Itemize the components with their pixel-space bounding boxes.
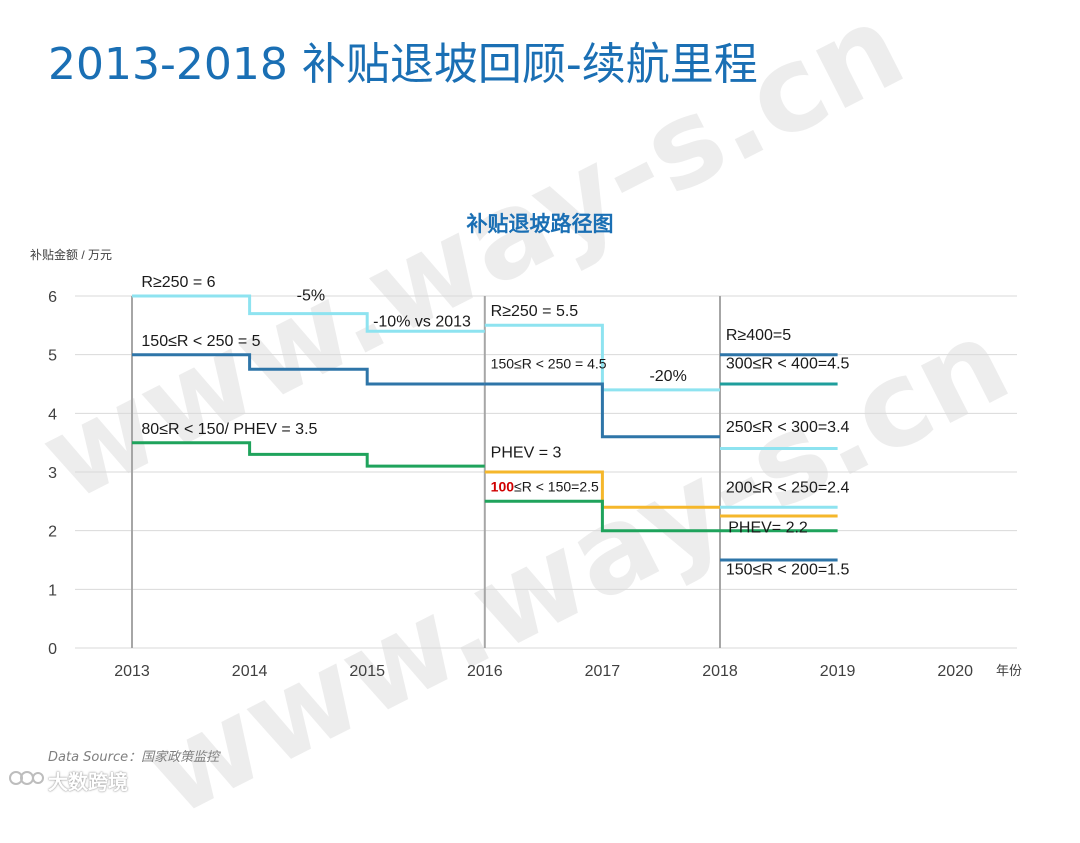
data-annotation: PHEV= 2.2	[728, 519, 808, 536]
data-annotation: -5%	[297, 288, 325, 305]
data-annotation: R≥400=5	[726, 327, 791, 344]
chart-title: 补贴退坡路径图	[466, 212, 614, 236]
data-annotation: R≥250 = 5.5	[491, 303, 579, 320]
data-annotation: R≥250 = 6	[141, 274, 215, 291]
x-tick-label: 2015	[349, 663, 385, 680]
logo: 大数跨境	[6, 766, 128, 794]
data-annotation: -20%	[649, 368, 686, 385]
x-tick-label: 2017	[585, 663, 621, 680]
x-tick-label: 2019	[820, 663, 856, 680]
data-source: Data Source：国家政策监控	[48, 750, 220, 765]
series-line	[132, 441, 485, 468]
data-annotation: 150≤R < 200=1.5	[726, 562, 850, 579]
y-tick-label: 6	[48, 289, 57, 306]
subsidy-chart: 0 1 2 3 4 5 6 2013 2014 2015 2016 2017 2018 2019 2020 补…	[30, 247, 1022, 680]
y-tick-label: 1	[48, 582, 57, 599]
y-tick-label: 4	[48, 406, 57, 423]
data-annotation: PHEV = 3	[491, 444, 562, 461]
data-annotation: 300≤R < 400=4.5	[726, 356, 850, 373]
data-annotation: 250≤R < 300=3.4	[726, 419, 850, 436]
logo-text: 大数跨境	[48, 769, 128, 794]
series-line	[484, 323, 720, 392]
y-tick-label: 2	[48, 524, 57, 541]
data-annotation: 80≤R < 150/ PHEV = 3.5	[141, 421, 317, 438]
y-tick-label: 0	[48, 641, 57, 658]
series-line	[484, 499, 720, 533]
series-line	[484, 382, 720, 439]
data-annotation: 200≤R < 250=2.4	[726, 480, 850, 497]
y-tick-label: 5	[48, 348, 57, 365]
data-annotation: 100≤R < 150=2.5	[491, 478, 599, 494]
logo-icon	[9, 771, 44, 785]
annotation-rest: ≤R < 150=2.5	[514, 478, 599, 494]
series-line	[132, 294, 485, 333]
data-annotation: 150≤R < 250 = 5	[141, 333, 260, 350]
x-tick-label: 2013	[114, 663, 150, 680]
data-annotation: -10% vs 2013	[373, 314, 471, 331]
x-tick-label: 2020	[937, 663, 973, 680]
x-tick-label: 2016	[467, 663, 503, 680]
page-title: 2013-2018 补贴退坡回顾-续航里程	[48, 39, 758, 90]
series-line	[132, 353, 485, 386]
y-tick-label: 3	[48, 465, 57, 482]
series-line	[484, 470, 720, 509]
x-axis-label: 年份	[996, 663, 1022, 678]
y-axis-label: 补贴金额 / 万元	[30, 247, 112, 262]
data-annotation: 150≤R < 250 = 4.5	[491, 356, 607, 372]
x-tick-label: 2014	[232, 663, 268, 680]
annotation-highlight: 100	[491, 478, 515, 494]
x-tick-label: 2018	[702, 663, 738, 680]
